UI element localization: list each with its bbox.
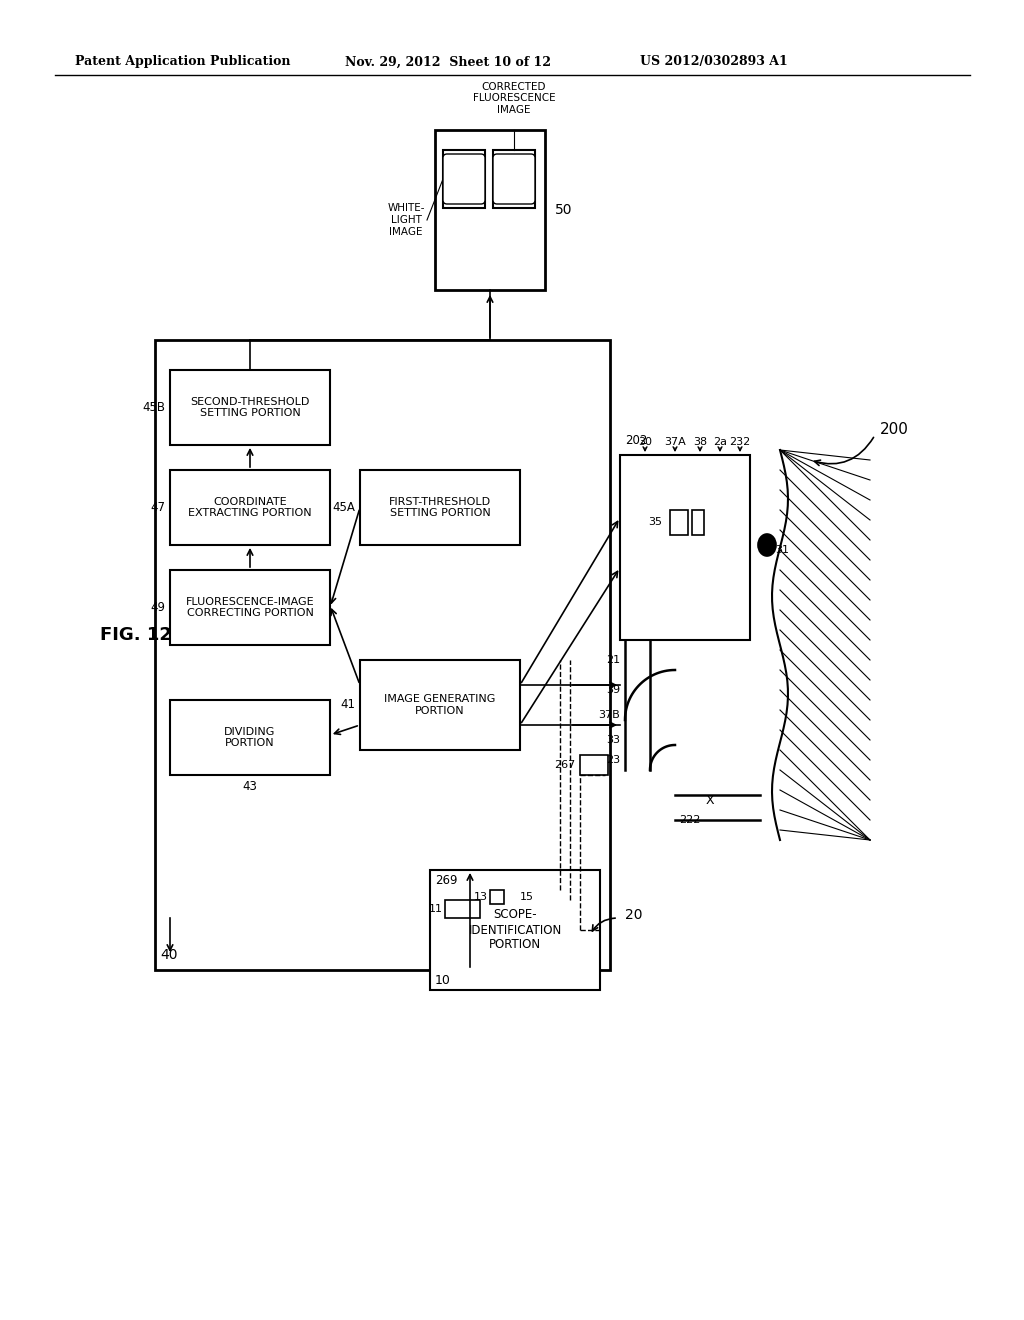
- Bar: [780, 450, 870, 840]
- Text: CORRECTED
FLUORESCENCE
IMAGE: CORRECTED FLUORESCENCE IMAGE: [473, 82, 555, 115]
- Text: 49: 49: [150, 601, 165, 614]
- Text: 45B: 45B: [142, 401, 165, 414]
- Bar: [435, 129, 545, 290]
- Text: 202: 202: [625, 434, 647, 447]
- Text: 30: 30: [638, 437, 652, 447]
- FancyBboxPatch shape: [443, 154, 485, 205]
- Text: 200: 200: [880, 422, 909, 437]
- Bar: [445, 900, 480, 917]
- Text: 222: 222: [679, 814, 700, 825]
- Bar: [360, 470, 520, 545]
- Text: 47: 47: [150, 502, 165, 513]
- Bar: [493, 150, 535, 209]
- Text: 2a: 2a: [713, 437, 727, 447]
- Text: 232: 232: [729, 437, 751, 447]
- Text: Nov. 29, 2012  Sheet 10 of 12: Nov. 29, 2012 Sheet 10 of 12: [345, 55, 551, 69]
- Text: 15: 15: [520, 892, 534, 902]
- Text: FIG. 12: FIG. 12: [100, 626, 172, 644]
- Text: 37A: 37A: [665, 437, 686, 447]
- Text: FIRST-THRESHOLD
SETTING PORTION: FIRST-THRESHOLD SETTING PORTION: [389, 496, 492, 519]
- Bar: [170, 370, 330, 445]
- Bar: [170, 470, 330, 545]
- Text: COORDINATE
EXTRACTING PORTION: COORDINATE EXTRACTING PORTION: [188, 496, 312, 519]
- Bar: [490, 890, 504, 904]
- Text: Patent Application Publication: Patent Application Publication: [75, 55, 291, 69]
- Text: 39: 39: [606, 685, 620, 696]
- Bar: [360, 660, 520, 750]
- Text: 45A: 45A: [332, 502, 355, 513]
- Text: WHITE-
LIGHT
IMAGE: WHITE- LIGHT IMAGE: [387, 203, 425, 236]
- Text: 11: 11: [429, 904, 443, 913]
- Text: 41: 41: [340, 698, 355, 711]
- Text: 269: 269: [435, 874, 458, 887]
- Bar: [170, 570, 330, 645]
- Text: 40: 40: [160, 948, 177, 962]
- Text: 13: 13: [474, 892, 488, 902]
- Text: 23: 23: [606, 755, 620, 766]
- Text: FLUORESCENCE-IMAGE
CORRECTING PORTION: FLUORESCENCE-IMAGE CORRECTING PORTION: [185, 597, 314, 618]
- Text: DIVIDING
PORTION: DIVIDING PORTION: [224, 727, 275, 748]
- Bar: [155, 341, 610, 970]
- Text: 10: 10: [435, 974, 451, 986]
- Text: SECOND-THRESHOLD
SETTING PORTION: SECOND-THRESHOLD SETTING PORTION: [190, 397, 309, 418]
- Text: 50: 50: [555, 203, 572, 216]
- Bar: [443, 150, 485, 209]
- FancyBboxPatch shape: [493, 154, 535, 205]
- Text: X: X: [706, 793, 715, 807]
- Text: 33: 33: [606, 735, 620, 744]
- Text: 37B: 37B: [598, 710, 620, 719]
- Bar: [620, 455, 750, 640]
- Text: 267: 267: [554, 760, 575, 770]
- Ellipse shape: [758, 535, 776, 556]
- Bar: [580, 755, 608, 775]
- Text: 35: 35: [648, 517, 662, 527]
- Text: 38: 38: [693, 437, 707, 447]
- Text: 43: 43: [243, 780, 257, 793]
- Text: US 2012/0302893 A1: US 2012/0302893 A1: [640, 55, 787, 69]
- Bar: [430, 870, 600, 990]
- Bar: [692, 510, 705, 535]
- Bar: [670, 510, 688, 535]
- Text: IMAGE GENERATING
PORTION: IMAGE GENERATING PORTION: [384, 694, 496, 715]
- Text: 20: 20: [625, 908, 642, 921]
- Text: 21: 21: [606, 655, 620, 665]
- Bar: [170, 700, 330, 775]
- Text: SCOPE-
IDENTIFICATION
PORTION: SCOPE- IDENTIFICATION PORTION: [468, 908, 561, 952]
- Text: 31: 31: [775, 545, 790, 554]
